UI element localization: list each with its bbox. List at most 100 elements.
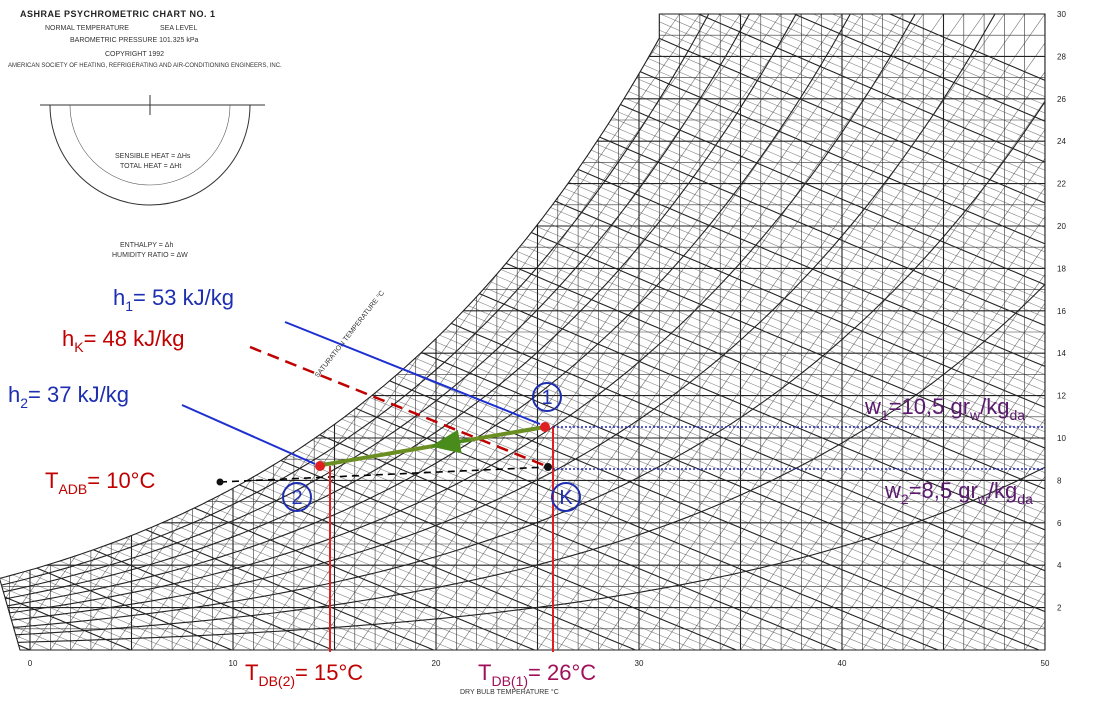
enthalpy-grid [0, 539, 233, 667]
enthalpy-grid [0, 565, 172, 668]
y-tick-label: 24 [1057, 137, 1066, 146]
annotation: h2= 37 kJ/kg [8, 382, 129, 411]
wet-bulb-grid [0, 14, 395, 650]
enthalpy-grid [152, 0, 1096, 400]
annotation-part: /kg [988, 478, 1017, 503]
annotation-part: h [8, 382, 20, 407]
annotation-part: = 15°C [295, 660, 363, 685]
y-tick-label: 14 [1057, 349, 1066, 358]
annotation: w2=8,5 grw/kgda [884, 478, 1033, 507]
annotation: TDB(1)= 26°C [478, 660, 596, 689]
annotation-part: =8,5 gr [909, 478, 978, 503]
annotation: w1=10,5 grw/kgda [864, 394, 1025, 423]
annotation-sub: 2 [901, 491, 909, 507]
enthalpy-grid [781, 0, 1096, 132]
chart: ASHRAE PSYCHROMETRIC CHART NO. 1 NORMAL … [0, 0, 1096, 702]
annotation-part: w [864, 394, 881, 419]
y-tick-label: 10 [1057, 434, 1066, 443]
y-tick-label: 18 [1057, 264, 1066, 273]
y-tick-label: 30 [1057, 10, 1066, 19]
y-tick-label: 20 [1057, 222, 1066, 231]
enthalpy-grid [375, 0, 1096, 303]
annotation-part: T [45, 468, 58, 493]
page: { "header": { "title": "ASHRAE PSYCHROME… [0, 0, 1096, 702]
x-axis-label: DRY BULB TEMPERATURE °C [460, 688, 559, 696]
enthalpy-line [250, 347, 546, 466]
enthalpy-grid [324, 0, 1096, 327]
y-tick-label: 22 [1057, 180, 1066, 189]
annotation: hK= 48 kJ/kg [62, 326, 184, 355]
protractor-label: HUMIDITY RATIO = ΔW [112, 252, 188, 259]
header-condition: SEA LEVEL [160, 25, 197, 32]
enthalpy-grid [0, 105, 1096, 620]
enthalpy-grid [659, 0, 1096, 180]
state-point [217, 479, 224, 486]
y-tick-label: 26 [1057, 95, 1066, 104]
saturation-label: SATURATION TEMPERATURE °C [313, 289, 386, 379]
x-tick-label: 50 [1041, 659, 1050, 668]
wet-bulb-grid [1065, 14, 1096, 650]
enthalpy-grid [0, 122, 1096, 636]
annotation-part: h [62, 326, 74, 351]
header-title: ASHRAE PSYCHROMETRIC CHART NO. 1 [20, 9, 216, 19]
x-tick-label: 30 [635, 659, 644, 668]
enthalpy-grid [0, 488, 355, 667]
x-tick-label: 40 [838, 659, 847, 668]
x-tick-label: 10 [229, 659, 238, 668]
annotation: TDB(2)= 15°C [245, 660, 363, 689]
x-tick-label: 20 [432, 659, 441, 668]
annotation-part: = 10°C [87, 468, 155, 493]
annotation-sub: da [1010, 407, 1026, 423]
y-tick-label: 2 [1057, 604, 1062, 613]
header-pressure: BAROMETRIC PRESSURE 101.325 kPa [70, 37, 198, 44]
enthalpy-grid [0, 20, 1096, 539]
enthalpy-grid [416, 0, 1096, 286]
point-label: K [559, 487, 573, 509]
protractor-label: SENSIBLE HEAT = ΔHs [115, 153, 191, 160]
annotation-sub: 1 [125, 298, 133, 314]
annotation-part: =10,5 gr [889, 394, 970, 419]
wet-bulb-grid [1045, 14, 1096, 650]
x-tick-label: 0 [28, 659, 33, 668]
annotation-sub: 1 [881, 407, 889, 423]
process-arrow [445, 440, 470, 444]
annotation: TADB= 10°C [45, 468, 155, 497]
annotation-sub: DB(1) [491, 673, 528, 689]
protractor-label: TOTAL HEAT = ΔHt [120, 163, 181, 170]
point-label: 2 [291, 487, 302, 509]
annotation-sub: 2 [20, 395, 28, 411]
enthalpy-grid [0, 199, 1045, 669]
annotation-part: = 37 kJ/kg [28, 382, 129, 407]
y-tick-label: 8 [1057, 476, 1062, 485]
point-label: 1 [541, 387, 552, 409]
state-point [540, 422, 550, 432]
wet-bulb-grid [0, 14, 375, 650]
enthalpy-line [182, 405, 315, 464]
state-point [544, 463, 552, 471]
enthalpy-grid [477, 0, 1096, 262]
annotation-part: /kg [980, 394, 1009, 419]
wet-bulb-grid [1086, 14, 1096, 650]
y-tick-label: 12 [1057, 392, 1066, 401]
protractor: SENSIBLE HEAT = ΔHs TOTAL HEAT = ΔHt ENT… [40, 95, 265, 259]
state-point [315, 461, 325, 471]
annotation-part: = 48 kJ/kg [84, 326, 185, 351]
enthalpy-grid [568, 0, 1096, 221]
annotation-sub: ADB [58, 481, 87, 497]
y-tick-label: 28 [1057, 52, 1066, 61]
header-society: AMERICAN SOCIETY OF HEATING, REFRIGERATI… [8, 63, 282, 69]
enthalpy-grid [0, 480, 375, 668]
annotation-part: T [478, 660, 491, 685]
header-copyright: COPYRIGHT 1992 [105, 51, 164, 58]
y-tick-label: 16 [1057, 307, 1066, 316]
enthalpy-grid [335, 0, 1096, 319]
annotation-part: h [113, 285, 125, 310]
y-tick-label: 4 [1057, 561, 1062, 570]
annotation-part: = 26°C [528, 660, 596, 685]
header-condition: NORMAL TEMPERATURE [45, 25, 129, 32]
annotation-sub: DB(2) [258, 673, 295, 689]
annotation: h1= 53 kJ/kg [113, 285, 234, 314]
enthalpy-grid [355, 0, 1096, 311]
protractor-label: ENTHALPY = Δh [120, 242, 173, 249]
y-tick-label: 6 [1057, 519, 1062, 528]
